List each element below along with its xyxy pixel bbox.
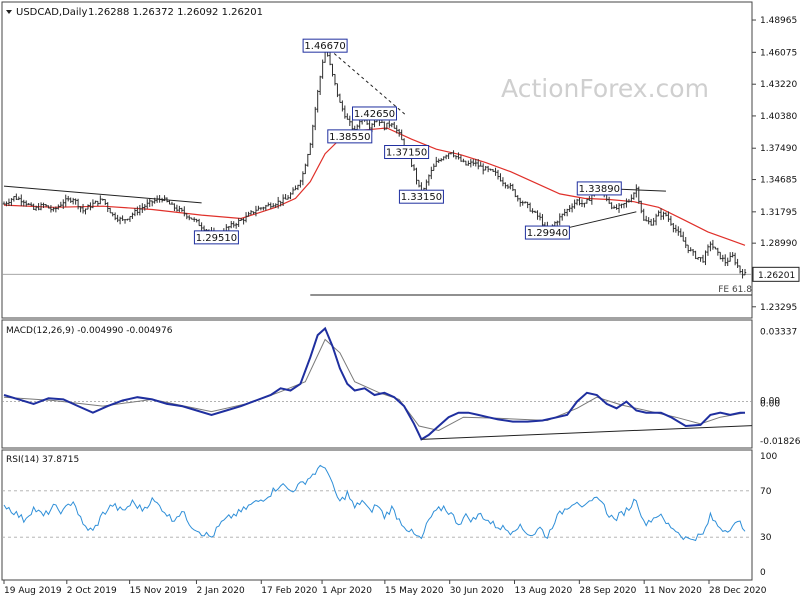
rsi-title: RSI(14) 37.8715 [6, 455, 79, 465]
watermark: ActionForex.com [501, 74, 709, 103]
annotation-label: 1.33890 [579, 184, 620, 195]
x-tick-label: 2 Oct 2019 [67, 586, 117, 596]
x-tick-label: 19 Aug 2019 [4, 586, 62, 596]
annotation-label: 1.42650 [354, 109, 395, 120]
rsi-line [3, 464, 746, 542]
annotation-box [352, 106, 397, 121]
x-tick-label: 13 Aug 2020 [515, 586, 573, 596]
price-y-tick-label: 1.40380 [760, 112, 797, 122]
symbol-label: USDCAD,Daily [16, 7, 87, 18]
price-y-tick-label: 1.28990 [760, 239, 797, 249]
price-header: USDCAD,Daily 1.26288 1.26372 1.26092 1.2… [6, 7, 263, 18]
price-y-tick-label: 1.43220 [760, 80, 797, 90]
rsi-panel [1, 449, 753, 581]
annotation-box [398, 189, 444, 204]
ohlc-values: 1.26288 1.26372 1.26092 1.26201 [88, 7, 263, 18]
annotation-box [193, 230, 239, 245]
trendline [3, 185, 202, 204]
macd-y-tick-label: -0.018262 [760, 437, 800, 447]
x-tick-label: 28 Sep 2020 [579, 586, 636, 596]
macd-title: MACD(12,26,9) -0.004990 -0.004976 [6, 326, 173, 336]
price-annotation: 1.33150 [398, 189, 444, 204]
annotation-label: 1.33150 [401, 192, 442, 203]
annotation-label: 1.37150 [386, 148, 427, 159]
rsi-y-tick-label: 30 [760, 533, 772, 543]
dropdown-triangle-icon[interactable] [6, 10, 12, 14]
x-tick-label: 30 Jun 2020 [450, 586, 504, 596]
annotation-box [302, 38, 348, 53]
macd-trendline [421, 425, 753, 440]
macd-line [3, 326, 745, 441]
annotation-label: 1.46670 [304, 41, 345, 52]
fe-618-label: FE 61.8 [718, 285, 752, 295]
rsi-y-tick-label: 100 [760, 452, 777, 462]
price-y-tick-label: 1.31795 [760, 208, 797, 218]
x-tick-label: 2 Jan 2020 [196, 586, 244, 596]
price-y-tick-label: 1.46075 [760, 48, 797, 58]
annotation-label: 1.29940 [527, 228, 568, 239]
annotation-box [524, 225, 570, 240]
price-annotation: 1.42650 [352, 106, 397, 121]
annotation-label: 1.29510 [196, 233, 237, 244]
price-annotation: 1.38550 [327, 129, 373, 144]
price-y-tick-label: 1.34685 [760, 176, 797, 186]
price-annotation: 1.37150 [384, 145, 430, 160]
x-tick-label: 11 Nov 2020 [644, 586, 702, 596]
x-tick-label: 15 Nov 2019 [130, 586, 188, 596]
annotation-box [327, 129, 373, 144]
price-annotation: 1.46670 [302, 38, 348, 53]
macd-signal-line [3, 338, 746, 432]
moving-average-line [3, 127, 746, 246]
price-annotation: 1.29940 [524, 225, 570, 240]
macd-panel [1, 319, 753, 449]
macd-y-tick-label: 0.00 [760, 397, 780, 407]
annotation-label: 1.38550 [329, 132, 370, 143]
annotation-box [576, 181, 622, 196]
rsi-y-tick-label: 70 [760, 487, 772, 497]
x-tick-label: 15 May 2020 [385, 586, 444, 596]
x-tick-label: 17 Feb 2020 [261, 586, 317, 596]
price-annotation: 1.29510 [193, 230, 239, 245]
price-annotation: 1.33890 [576, 181, 622, 196]
x-tick-label: 1 Apr 2020 [322, 586, 372, 596]
price-y-tick-label: 1.37490 [760, 144, 797, 154]
x-tick-label: 28 Dec 2020 [709, 586, 767, 596]
price-y-tick-label: 1.48965 [760, 16, 797, 26]
macd-y-tick-label: 0.00 [760, 400, 780, 410]
current-price-label: 1.26201 [758, 271, 795, 281]
price-y-tick-label: 1.23295 [760, 303, 797, 313]
price-panel [1, 1, 753, 319]
rsi-y-tick-label: 0 [760, 568, 766, 578]
macd-y-tick-label: 0.03337 [760, 328, 797, 338]
annotation-box [384, 145, 430, 160]
current-price-box [752, 266, 800, 282]
